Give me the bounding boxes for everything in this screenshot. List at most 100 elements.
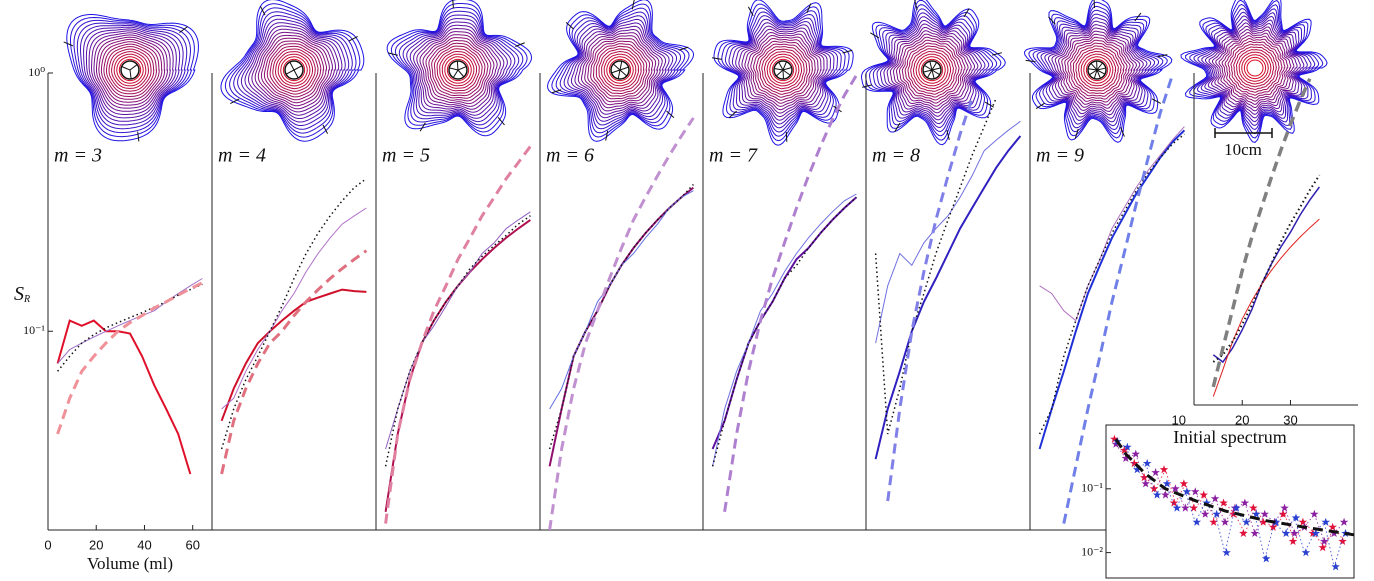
contour — [436, 48, 480, 92]
contour — [1189, 3, 1320, 135]
spoke-tick — [806, 3, 812, 13]
contour — [85, 28, 177, 119]
contour — [713, 0, 854, 146]
contour — [892, 30, 972, 110]
contour — [1238, 51, 1272, 85]
spoke — [1096, 69, 1101, 79]
contour — [406, 18, 512, 119]
star-point — [1179, 479, 1189, 488]
contour — [425, 37, 492, 102]
contour — [108, 48, 152, 92]
spoke-tick — [992, 52, 1003, 56]
contour — [247, 25, 340, 116]
contour — [93, 34, 169, 109]
series-line — [1212, 218, 1320, 397]
star-point — [1189, 503, 1199, 512]
contour — [83, 26, 181, 122]
contour — [1044, 17, 1152, 123]
spoke — [923, 69, 933, 73]
contour — [872, 8, 994, 133]
series-line — [548, 183, 694, 450]
contour — [275, 51, 314, 90]
star-point — [1320, 536, 1329, 545]
series-line — [711, 196, 857, 467]
y-tick-label: 10⁻¹ — [23, 323, 45, 337]
spoke-tick — [946, 130, 950, 141]
contour — [80, 24, 184, 126]
contour — [1070, 42, 1125, 97]
star-point — [1212, 509, 1221, 518]
star-point — [1250, 528, 1260, 537]
contour — [1197, 11, 1312, 127]
contour — [113, 53, 147, 87]
contour — [771, 58, 795, 82]
star-point — [1182, 487, 1192, 496]
contour — [444, 56, 472, 84]
series-line — [1211, 77, 1312, 388]
star-point — [1130, 458, 1139, 468]
spoke-tick — [452, 0, 454, 9]
contour — [606, 56, 634, 84]
spoke-tick — [419, 122, 426, 132]
contour — [1067, 39, 1128, 100]
spoke — [619, 69, 628, 77]
spoke-tick — [497, 116, 505, 126]
spoke-tick — [259, 6, 266, 16]
series-line — [385, 211, 531, 450]
contour — [1047, 20, 1148, 119]
spoke-tick — [747, 6, 754, 16]
star-point — [1321, 517, 1330, 526]
contour — [769, 56, 797, 84]
contour — [1221, 35, 1289, 102]
contour — [431, 42, 486, 97]
contour — [266, 43, 322, 98]
spoke-tick — [984, 101, 994, 108]
contour — [277, 53, 311, 87]
contour — [1083, 56, 1111, 84]
spoke-tick — [1151, 98, 1162, 104]
star-point — [1202, 498, 1211, 507]
contour — [422, 34, 495, 105]
series-line — [220, 249, 368, 475]
star-point — [1288, 536, 1298, 545]
series-line — [874, 135, 1022, 460]
panel-label: m = 4 — [218, 145, 266, 167]
contour — [592, 43, 648, 97]
series-connector — [1115, 441, 1345, 569]
contour — [76, 22, 188, 130]
contour — [901, 39, 963, 101]
contour — [1085, 58, 1109, 82]
contour — [1040, 13, 1156, 127]
star-point — [1338, 536, 1347, 545]
contour — [73, 19, 192, 134]
contour — [865, 0, 1002, 141]
contour — [237, 14, 350, 126]
contour — [603, 53, 637, 87]
contour — [1230, 43, 1280, 93]
contour — [747, 34, 819, 107]
contour — [409, 21, 508, 116]
contour — [920, 58, 944, 82]
star-point — [1339, 517, 1349, 526]
contour — [587, 38, 654, 103]
star-point — [1331, 562, 1340, 571]
contour — [106, 46, 155, 95]
spoke — [612, 63, 621, 71]
contour — [1218, 32, 1292, 105]
contour — [111, 51, 149, 89]
contour — [1061, 33, 1134, 106]
spoke — [619, 61, 623, 71]
contour — [717, 3, 850, 142]
contour — [1080, 53, 1114, 87]
contour — [398, 10, 520, 126]
contour-flower — [1180, 0, 1328, 143]
spoke — [452, 69, 459, 78]
spoke — [929, 61, 933, 71]
contour — [1201, 15, 1308, 123]
star-point — [1133, 465, 1142, 474]
contour — [1193, 7, 1316, 131]
spoke — [619, 66, 629, 71]
contour-flower — [63, 14, 199, 142]
contour — [570, 22, 670, 119]
contour — [1236, 49, 1275, 88]
